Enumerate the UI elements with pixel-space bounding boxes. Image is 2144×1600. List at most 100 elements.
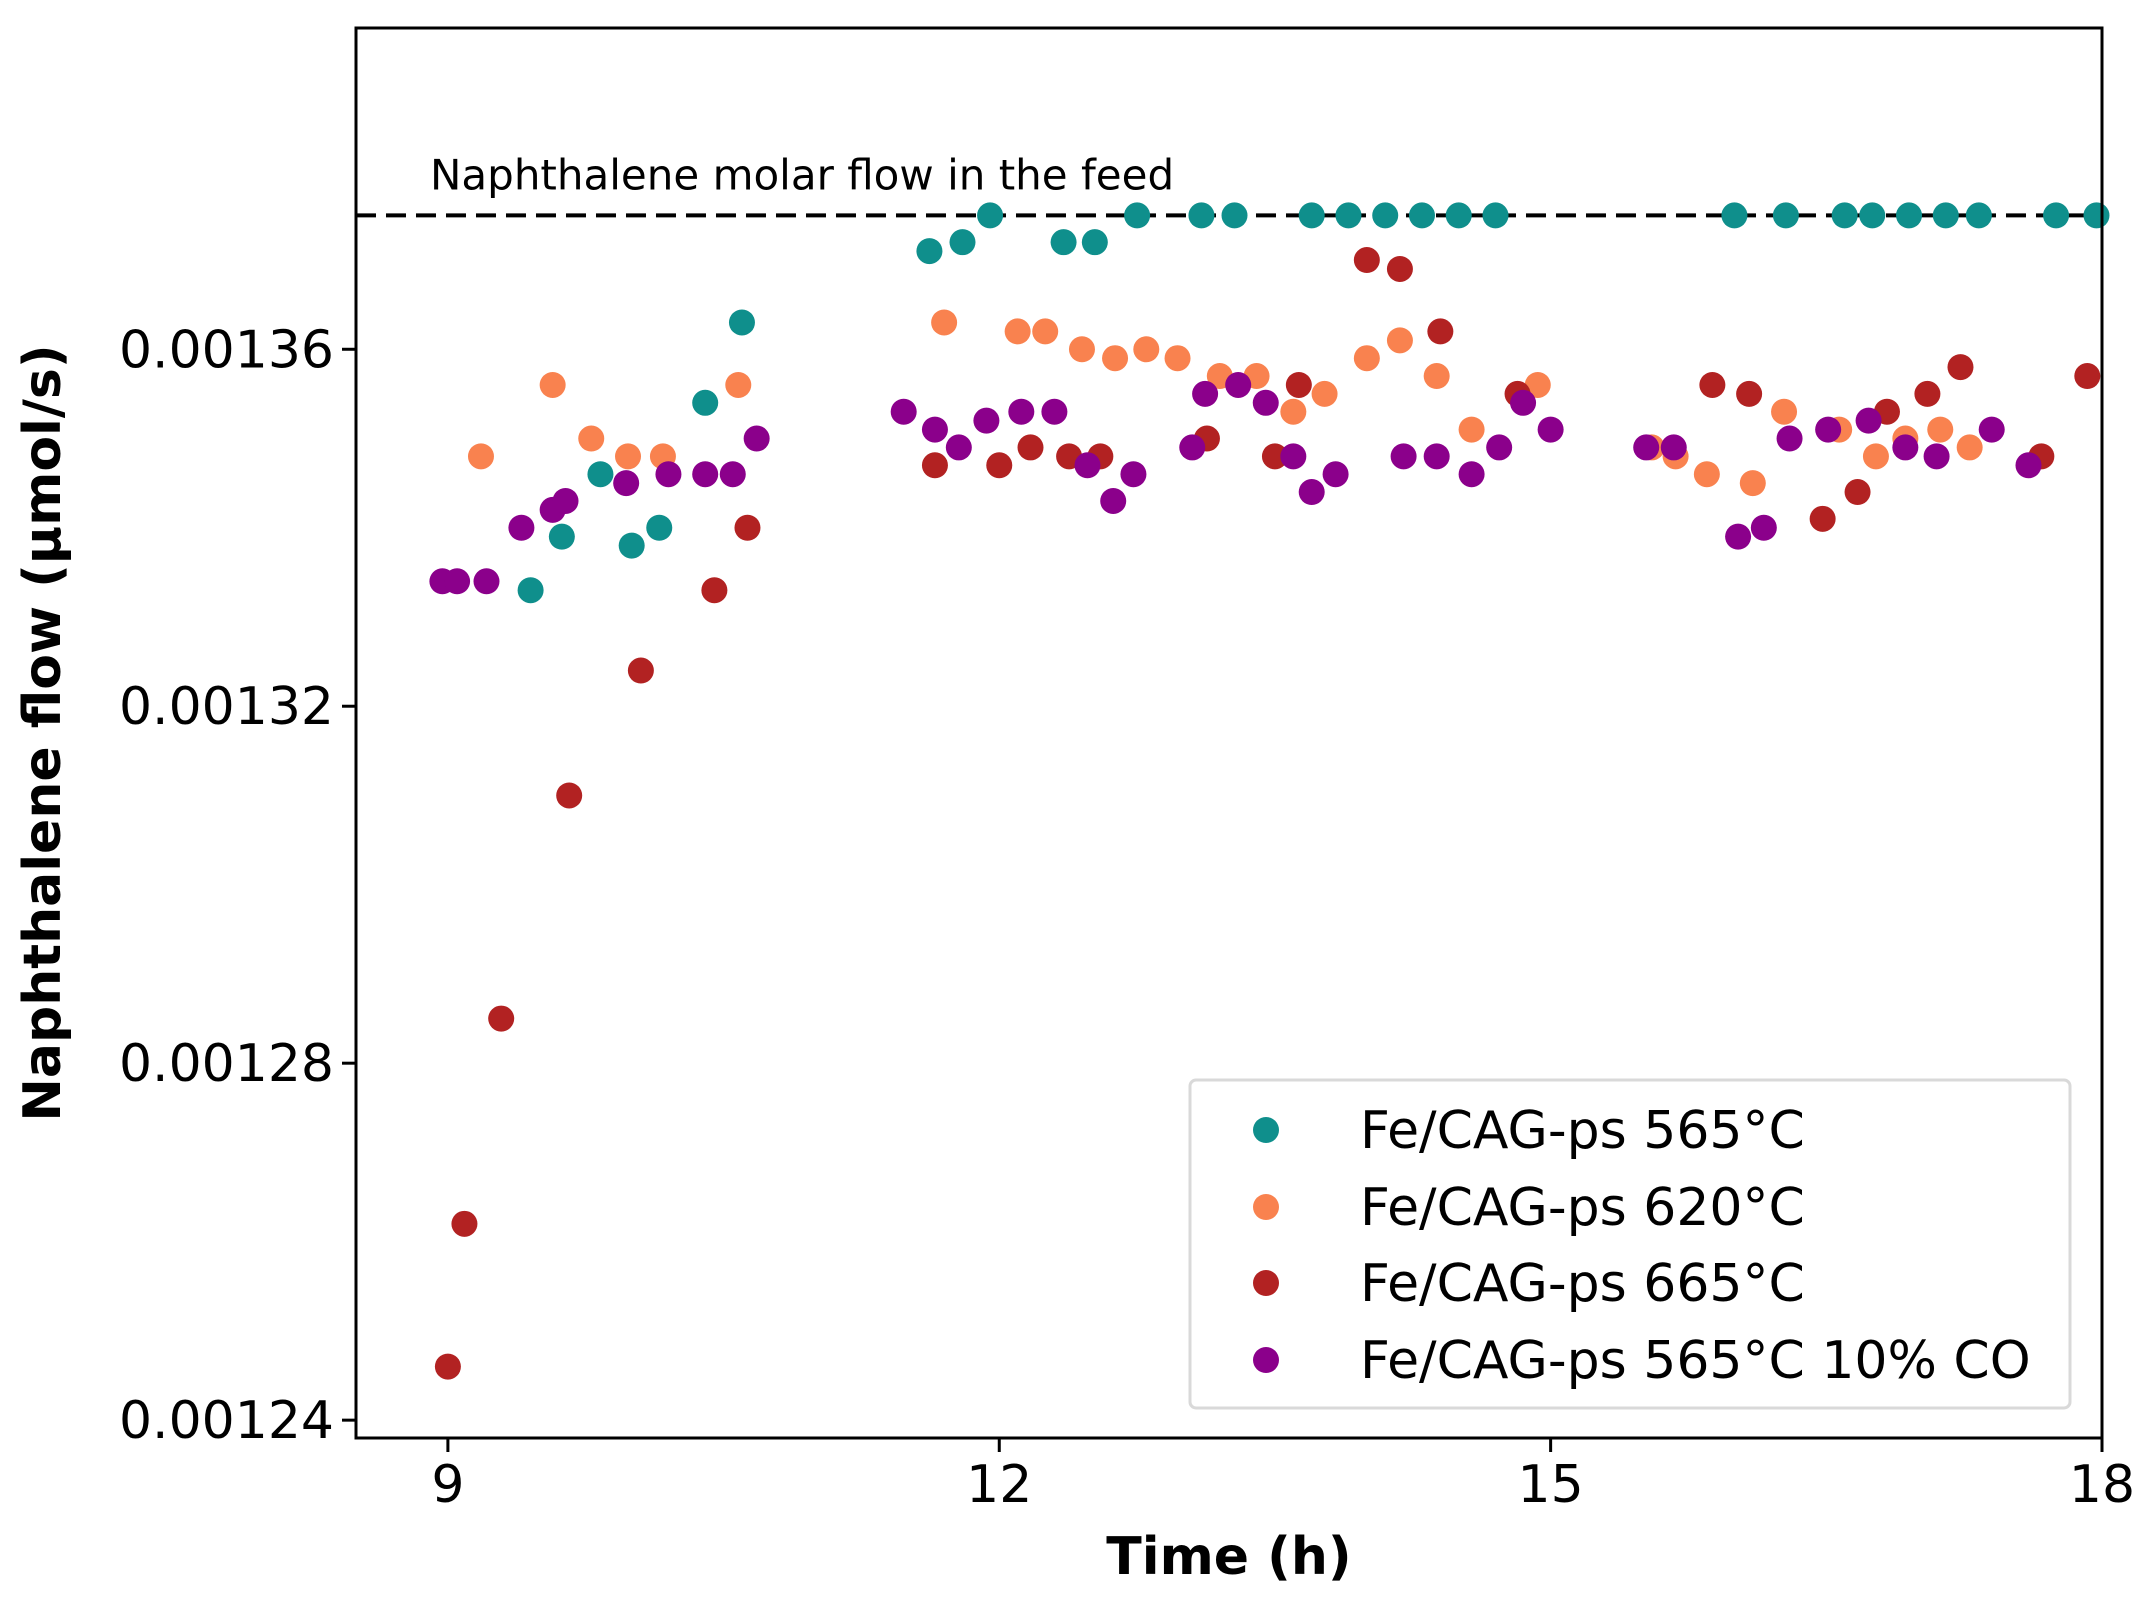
- data-point: [1537, 416, 1564, 443]
- data-point: [1298, 202, 1325, 229]
- data-point: [1192, 380, 1219, 407]
- data-point: [1008, 398, 1035, 425]
- data-point: [1978, 416, 2005, 443]
- data-point: [1004, 318, 1031, 345]
- data-point: [931, 309, 958, 336]
- data-point: [1221, 202, 1248, 229]
- data-point: [508, 514, 535, 541]
- plot-frame: [354, 26, 2104, 1440]
- data-point: [615, 443, 642, 470]
- data-point: [1335, 202, 1362, 229]
- series-4: [429, 371, 2042, 595]
- legend-entry: Fe/CAG-ps 565°C 10% CO: [1253, 1331, 2031, 1391]
- series-1: [517, 202, 2110, 604]
- data-point: [556, 782, 583, 809]
- data-point: [725, 371, 752, 398]
- data-point: [1280, 398, 1307, 425]
- data-point: [2083, 202, 2110, 229]
- data-point: [1693, 461, 1720, 488]
- data-point: [1068, 336, 1095, 363]
- data-point: [1280, 443, 1307, 470]
- data-point: [1353, 345, 1380, 372]
- legend-label: Fe/CAG-ps 565°C 10% CO: [1360, 1331, 2031, 1391]
- legend-entry: Fe/CAG-ps 665°C: [1253, 1254, 1805, 1314]
- data-point: [921, 416, 948, 443]
- data-point: [890, 398, 917, 425]
- data-point: [1353, 247, 1380, 274]
- data-point: [1914, 380, 1941, 407]
- y-axis-title: Naphthalene flow (µmol/s): [13, 344, 73, 1121]
- data-point: [1164, 345, 1191, 372]
- data-point: [916, 238, 943, 265]
- data-point: [1445, 202, 1472, 229]
- data-point: [552, 487, 579, 514]
- data-point: [1482, 202, 1509, 229]
- y-axis: 0.00124 0.00128 0.00132 0.00136: [119, 320, 356, 1451]
- feed-reference-label: Naphthalene molar flow in the feed: [430, 150, 1174, 199]
- data-point: [945, 434, 972, 461]
- x-tick-label: 9: [431, 1455, 464, 1515]
- data-point: [1965, 202, 1992, 229]
- data-point: [2074, 363, 2101, 390]
- data-point: [1896, 202, 1923, 229]
- data-point: [1050, 229, 1077, 256]
- data-point: [977, 202, 1004, 229]
- legend-entry: Fe/CAG-ps 620°C: [1253, 1178, 1805, 1238]
- data-point: [1855, 407, 1882, 434]
- data-point: [1510, 389, 1537, 416]
- data-point: [1633, 434, 1660, 461]
- data-point: [655, 461, 682, 488]
- data-point: [578, 425, 605, 452]
- data-point: [1776, 425, 1803, 452]
- x-axis-title: Time (h): [1106, 1527, 1351, 1587]
- data-point: [1486, 434, 1513, 461]
- y-tick-label: 0.00136: [119, 320, 334, 380]
- data-point: [1736, 380, 1763, 407]
- data-point: [1225, 371, 1252, 398]
- data-point: [949, 229, 976, 256]
- data-point: [1892, 434, 1919, 461]
- x-tick-label: 15: [1518, 1455, 1584, 1515]
- legend-label: Fe/CAG-ps 665°C: [1360, 1254, 1805, 1314]
- data-point: [1188, 202, 1215, 229]
- data-point: [701, 577, 728, 604]
- data-point: [2015, 452, 2042, 479]
- data-point: [1311, 380, 1338, 407]
- data-point: [1081, 229, 1108, 256]
- data-point: [1423, 363, 1450, 390]
- data-point: [434, 1353, 461, 1380]
- data-point: [1124, 202, 1151, 229]
- data-point: [1032, 318, 1059, 345]
- data-point: [1386, 255, 1413, 282]
- data-point: [1859, 202, 1886, 229]
- legend-entry: Fe/CAG-ps 565°C: [1253, 1101, 1805, 1161]
- data-point: [719, 461, 746, 488]
- data-point: [1179, 434, 1206, 461]
- legend-label: Fe/CAG-ps 620°C: [1360, 1178, 1805, 1238]
- legend-marker: [1253, 1347, 1279, 1373]
- data-point: [1102, 345, 1129, 372]
- data-point: [1739, 470, 1766, 497]
- data-point: [1386, 327, 1413, 354]
- data-point: [1956, 434, 1983, 461]
- legend: Fe/CAG-ps 565°C Fe/CAG-ps 620°C Fe/CAG-ps …: [1188, 1078, 2072, 1410]
- data-series: [429, 202, 2110, 1380]
- data-point: [1458, 461, 1485, 488]
- data-point: [1017, 434, 1044, 461]
- data-point: [2043, 202, 2070, 229]
- legend-marker: [1253, 1270, 1279, 1296]
- data-point: [1725, 523, 1752, 550]
- data-point: [1120, 461, 1147, 488]
- data-point: [728, 309, 755, 336]
- y-tick-label: 0.00132: [119, 677, 334, 737]
- data-point: [1261, 443, 1288, 470]
- data-point: [1660, 434, 1687, 461]
- data-point: [646, 514, 673, 541]
- legend-entries: Fe/CAG-ps 565°C Fe/CAG-ps 620°C Fe/CAG-ps …: [1253, 1101, 2031, 1391]
- data-point: [539, 371, 566, 398]
- data-point: [1408, 202, 1435, 229]
- data-point: [618, 532, 645, 559]
- data-point: [1423, 443, 1450, 470]
- data-point: [1927, 416, 1954, 443]
